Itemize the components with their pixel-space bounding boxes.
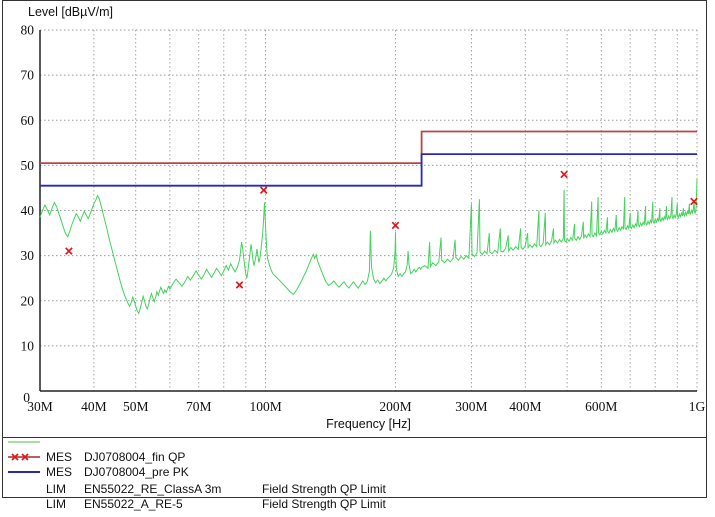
legend-tag: LIM (46, 482, 67, 496)
legend-row-fin-qp: MES DJ0708004_fin QP (0, 450, 715, 464)
measurement-trace (39, 178, 698, 315)
x-axis-title: Frequency [Hz] (326, 417, 411, 431)
x-tick-label: 1G (689, 399, 706, 414)
y-tick-label: 60 (21, 113, 35, 128)
x-tick-label: 300M (455, 399, 487, 414)
legend-row-limit-classa: LIM EN55022_RE_ClassA 3m Field Strength … (0, 482, 715, 496)
outer-frame (2, 0, 707, 498)
legend-desc: Field Strength QP Limit (262, 497, 386, 511)
legend-tag: LIM (46, 497, 67, 511)
qp-markers (65, 170, 698, 289)
y-tick-label: 80 (21, 23, 35, 38)
x-tick-label: 200M (379, 399, 411, 414)
legend-separator (2, 437, 706, 438)
y-tick-label: 0 (23, 390, 30, 405)
red-x-marker-symbol (8, 453, 40, 461)
x-tick-label: 50M (123, 399, 149, 414)
legend-name: DJ0708004_fin QP (84, 450, 186, 464)
legend-name: DJ0708004_pre PK (84, 465, 189, 479)
legend-name: EN55022_RE_ClassA 3m (84, 482, 222, 496)
limit-line-classa (40, 130, 697, 165)
x-tick-label: 40M (81, 399, 107, 414)
green-trace-line-symbol (8, 441, 40, 443)
legend-row-trace (0, 435, 715, 449)
legend-row-limit-a-re5: LIM EN55022_A_RE-5 Field Strength QP Lim… (0, 497, 715, 511)
y-axis-title: Level [dBµV/m] (28, 5, 114, 19)
y-tick-label: 20 (21, 293, 35, 308)
x-tick-label: 600M (585, 399, 617, 414)
x-tick-label: 70M (186, 399, 212, 414)
y-tick-label: 10 (21, 338, 35, 353)
legend-desc: Field Strength QP Limit (262, 482, 386, 496)
emi-spectrum-chart: 0 10 20 30 40 50 60 70 80 30M 40M 50M 70M 100M 200M 300… (21, 23, 706, 415)
axes (39, 30, 697, 392)
y-tick-label: 50 (21, 158, 35, 173)
blue-line-symbol (8, 471, 40, 473)
legend-row-pre-pk: MES DJ0708004_pre PK (0, 465, 715, 479)
limit-line-a-re5 (40, 153, 697, 187)
y-tick-label: 30 (21, 248, 35, 263)
x-axis-labels: 30M 40M 50M 70M 100M 200M 300M 400M 600M 1G (27, 399, 705, 414)
legend-tag: MES (46, 450, 73, 464)
x-tick-label: 400M (509, 399, 541, 414)
y-tick-label: 40 (21, 203, 35, 218)
y-tick-label: 70 (21, 68, 35, 83)
x-tick-label: 100M (249, 399, 281, 414)
legend-name: EN55022_A_RE-5 (84, 497, 183, 511)
y-axis-labels: 0 10 20 30 40 50 60 70 80 (21, 23, 35, 406)
x-tick-label: 30M (27, 399, 53, 414)
legend-tag: MES (46, 465, 73, 479)
